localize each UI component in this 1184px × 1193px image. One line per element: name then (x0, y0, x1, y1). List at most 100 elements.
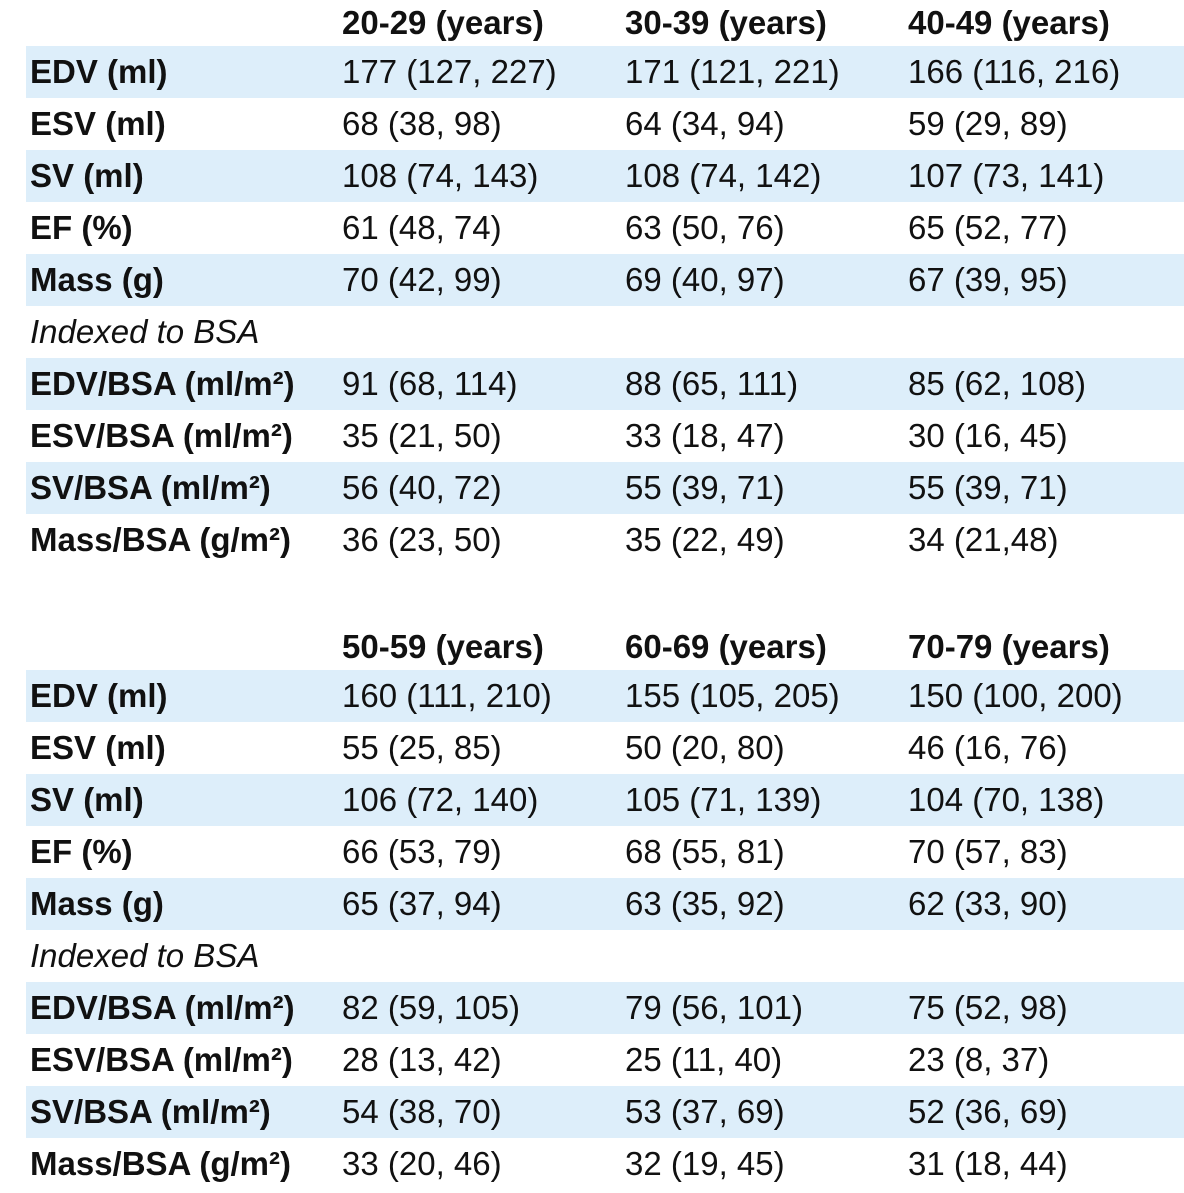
table-cell: 65 (37, 94) (342, 885, 502, 922)
column-header: 50-59 (years) (342, 628, 544, 665)
table-cell: 155 (105, 205) (625, 677, 840, 714)
section-label: Indexed to BSA (30, 937, 260, 974)
table-cell: 62 (33, 90) (908, 885, 1068, 922)
table-row: Mass/BSA (g/m²) 33 (20, 46) 32 (19, 45) … (26, 1138, 1184, 1190)
table-cell: 106 (72, 140) (342, 781, 539, 818)
row-label: Mass/BSA (g/m²) (30, 1145, 291, 1182)
table-cell: 28 (13, 42) (342, 1041, 502, 1078)
column-header: 60-69 (years) (625, 628, 827, 665)
section-label-row: Indexed to BSA (26, 930, 1184, 982)
table-cell: 108 (74, 143) (342, 157, 539, 194)
table-cell: 68 (38, 98) (342, 105, 502, 142)
table-cell: 31 (18, 44) (908, 1145, 1068, 1182)
row-label: EDV/BSA (ml/m²) (30, 365, 295, 402)
table-cell: 63 (50, 76) (625, 209, 785, 246)
table-cell: 171 (121, 221) (625, 53, 840, 90)
table-cell: 70 (57, 83) (908, 833, 1068, 870)
table-cell: 67 (39, 95) (908, 261, 1068, 298)
table-cell: 33 (20, 46) (342, 1145, 502, 1182)
table-cell: 108 (74, 142) (625, 157, 822, 194)
table-cell: 35 (21, 50) (342, 417, 502, 454)
table-cell: 177 (127, 227) (342, 53, 557, 90)
table-cell: 46 (16, 76) (908, 729, 1068, 766)
table-cell: 32 (19, 45) (625, 1145, 785, 1182)
table-cell: 105 (71, 139) (625, 781, 822, 818)
table-row: SV/BSA (ml/m²) 56 (40, 72) 55 (39, 71) 5… (26, 462, 1184, 514)
table-cell: 61 (48, 74) (342, 209, 502, 246)
table-cell: 85 (62, 108) (908, 365, 1086, 402)
table-cell: 34 (21,48) (908, 521, 1059, 558)
table-cell: 33 (18, 47) (625, 417, 785, 454)
table-cell: 79 (56, 101) (625, 989, 803, 1026)
row-label: EDV (ml) (30, 53, 168, 90)
row-label: Mass (g) (30, 261, 164, 298)
reference-table-50-79: 50-59 (years) 60-69 (years) 70-79 (years… (26, 624, 1184, 1190)
table-cell: 50 (20, 80) (625, 729, 785, 766)
table-row: EF (%) 61 (48, 74) 63 (50, 76) 65 (52, 7… (26, 202, 1184, 254)
table-cell: 65 (52, 77) (908, 209, 1068, 246)
row-label: EF (%) (30, 833, 133, 870)
table-row: Mass (g) 70 (42, 99) 69 (40, 97) 67 (39,… (26, 254, 1184, 306)
table-cell: 52 (36, 69) (908, 1093, 1068, 1130)
row-label: Mass (g) (30, 885, 164, 922)
table-cell: 82 (59, 105) (342, 989, 520, 1026)
column-header: 20-29 (years) (342, 4, 544, 41)
table-cell: 63 (35, 92) (625, 885, 785, 922)
column-header: 30-39 (years) (625, 4, 827, 41)
table-cell: 55 (39, 71) (625, 469, 785, 506)
table-cell: 59 (29, 89) (908, 105, 1068, 142)
row-label: EDV/BSA (ml/m²) (30, 989, 295, 1026)
table-header-row: 50-59 (years) 60-69 (years) 70-79 (years… (26, 624, 1184, 670)
table-cell: 150 (100, 200) (908, 677, 1123, 714)
table-cell: 30 (16, 45) (908, 417, 1068, 454)
table-cell: 55 (25, 85) (342, 729, 502, 766)
table-cell: 68 (55, 81) (625, 833, 785, 870)
table-cell: 166 (116, 216) (908, 53, 1121, 90)
column-header: 40-49 (years) (908, 4, 1110, 41)
section-label-row: Indexed to BSA (26, 306, 1184, 358)
table-cell: 35 (22, 49) (625, 521, 785, 558)
table-row: ESV (ml) 55 (25, 85) 50 (20, 80) 46 (16,… (26, 722, 1184, 774)
table-row: ESV (ml) 68 (38, 98) 64 (34, 94) 59 (29,… (26, 98, 1184, 150)
reference-table-20-49: 20-29 (years) 30-39 (years) 40-49 (years… (26, 0, 1184, 566)
row-label: EF (%) (30, 209, 133, 246)
table-row: SV/BSA (ml/m²) 54 (38, 70) 53 (37, 69) 5… (26, 1086, 1184, 1138)
table-cell: 36 (23, 50) (342, 521, 502, 558)
table-cell: 23 (8, 37) (908, 1041, 1050, 1078)
table-cell: 25 (11, 40) (625, 1041, 783, 1078)
row-label: Mass/BSA (g/m²) (30, 521, 291, 558)
table-cell: 104 (70, 138) (908, 781, 1105, 818)
table-cell: 64 (34, 94) (625, 105, 785, 142)
table-row: ESV/BSA (ml/m²) 28 (13, 42) 25 (11, 40) … (26, 1034, 1184, 1086)
table-row: EDV (ml) 160 (111, 210) 155 (105, 205) 1… (26, 670, 1184, 722)
table-cell: 53 (37, 69) (625, 1093, 785, 1130)
row-label: ESV (ml) (30, 729, 166, 766)
table-cell: 56 (40, 72) (342, 469, 502, 506)
row-label: ESV (ml) (30, 105, 166, 142)
table-cell: 66 (53, 79) (342, 833, 502, 870)
table-cell: 75 (52, 98) (908, 989, 1068, 1026)
table-row: SV (ml) 106 (72, 140) 105 (71, 139) 104 … (26, 774, 1184, 826)
column-header: 70-79 (years) (908, 628, 1110, 665)
table-cell: 69 (40, 97) (625, 261, 785, 298)
table-cell: 91 (68, 114) (342, 365, 518, 402)
row-label: SV (ml) (30, 781, 144, 818)
table-cell: 54 (38, 70) (342, 1093, 502, 1130)
row-label: ESV/BSA (ml/m²) (30, 1041, 293, 1078)
table-header-row: 20-29 (years) 30-39 (years) 40-49 (years… (26, 0, 1184, 46)
row-label: SV (ml) (30, 157, 144, 194)
table-cell: 107 (73, 141) (908, 157, 1105, 194)
table-row: EDV/BSA (ml/m²) 82 (59, 105) 79 (56, 101… (26, 982, 1184, 1034)
table-row: Mass/BSA (g/m²) 36 (23, 50) 35 (22, 49) … (26, 514, 1184, 566)
table-row: SV (ml) 108 (74, 143) 108 (74, 142) 107 … (26, 150, 1184, 202)
table-cell: 88 (65, 111) (625, 365, 799, 402)
table-row: EF (%) 66 (53, 79) 68 (55, 81) 70 (57, 8… (26, 826, 1184, 878)
table-cell: 55 (39, 71) (908, 469, 1068, 506)
table-row: EDV (ml) 177 (127, 227) 171 (121, 221) 1… (26, 46, 1184, 98)
row-label: SV/BSA (ml/m²) (30, 469, 271, 506)
table-row: Mass (g) 65 (37, 94) 63 (35, 92) 62 (33,… (26, 878, 1184, 930)
row-label: SV/BSA (ml/m²) (30, 1093, 271, 1130)
table-cell: 160 (111, 210) (342, 677, 552, 714)
table-cell: 70 (42, 99) (342, 261, 502, 298)
section-label: Indexed to BSA (30, 313, 260, 350)
